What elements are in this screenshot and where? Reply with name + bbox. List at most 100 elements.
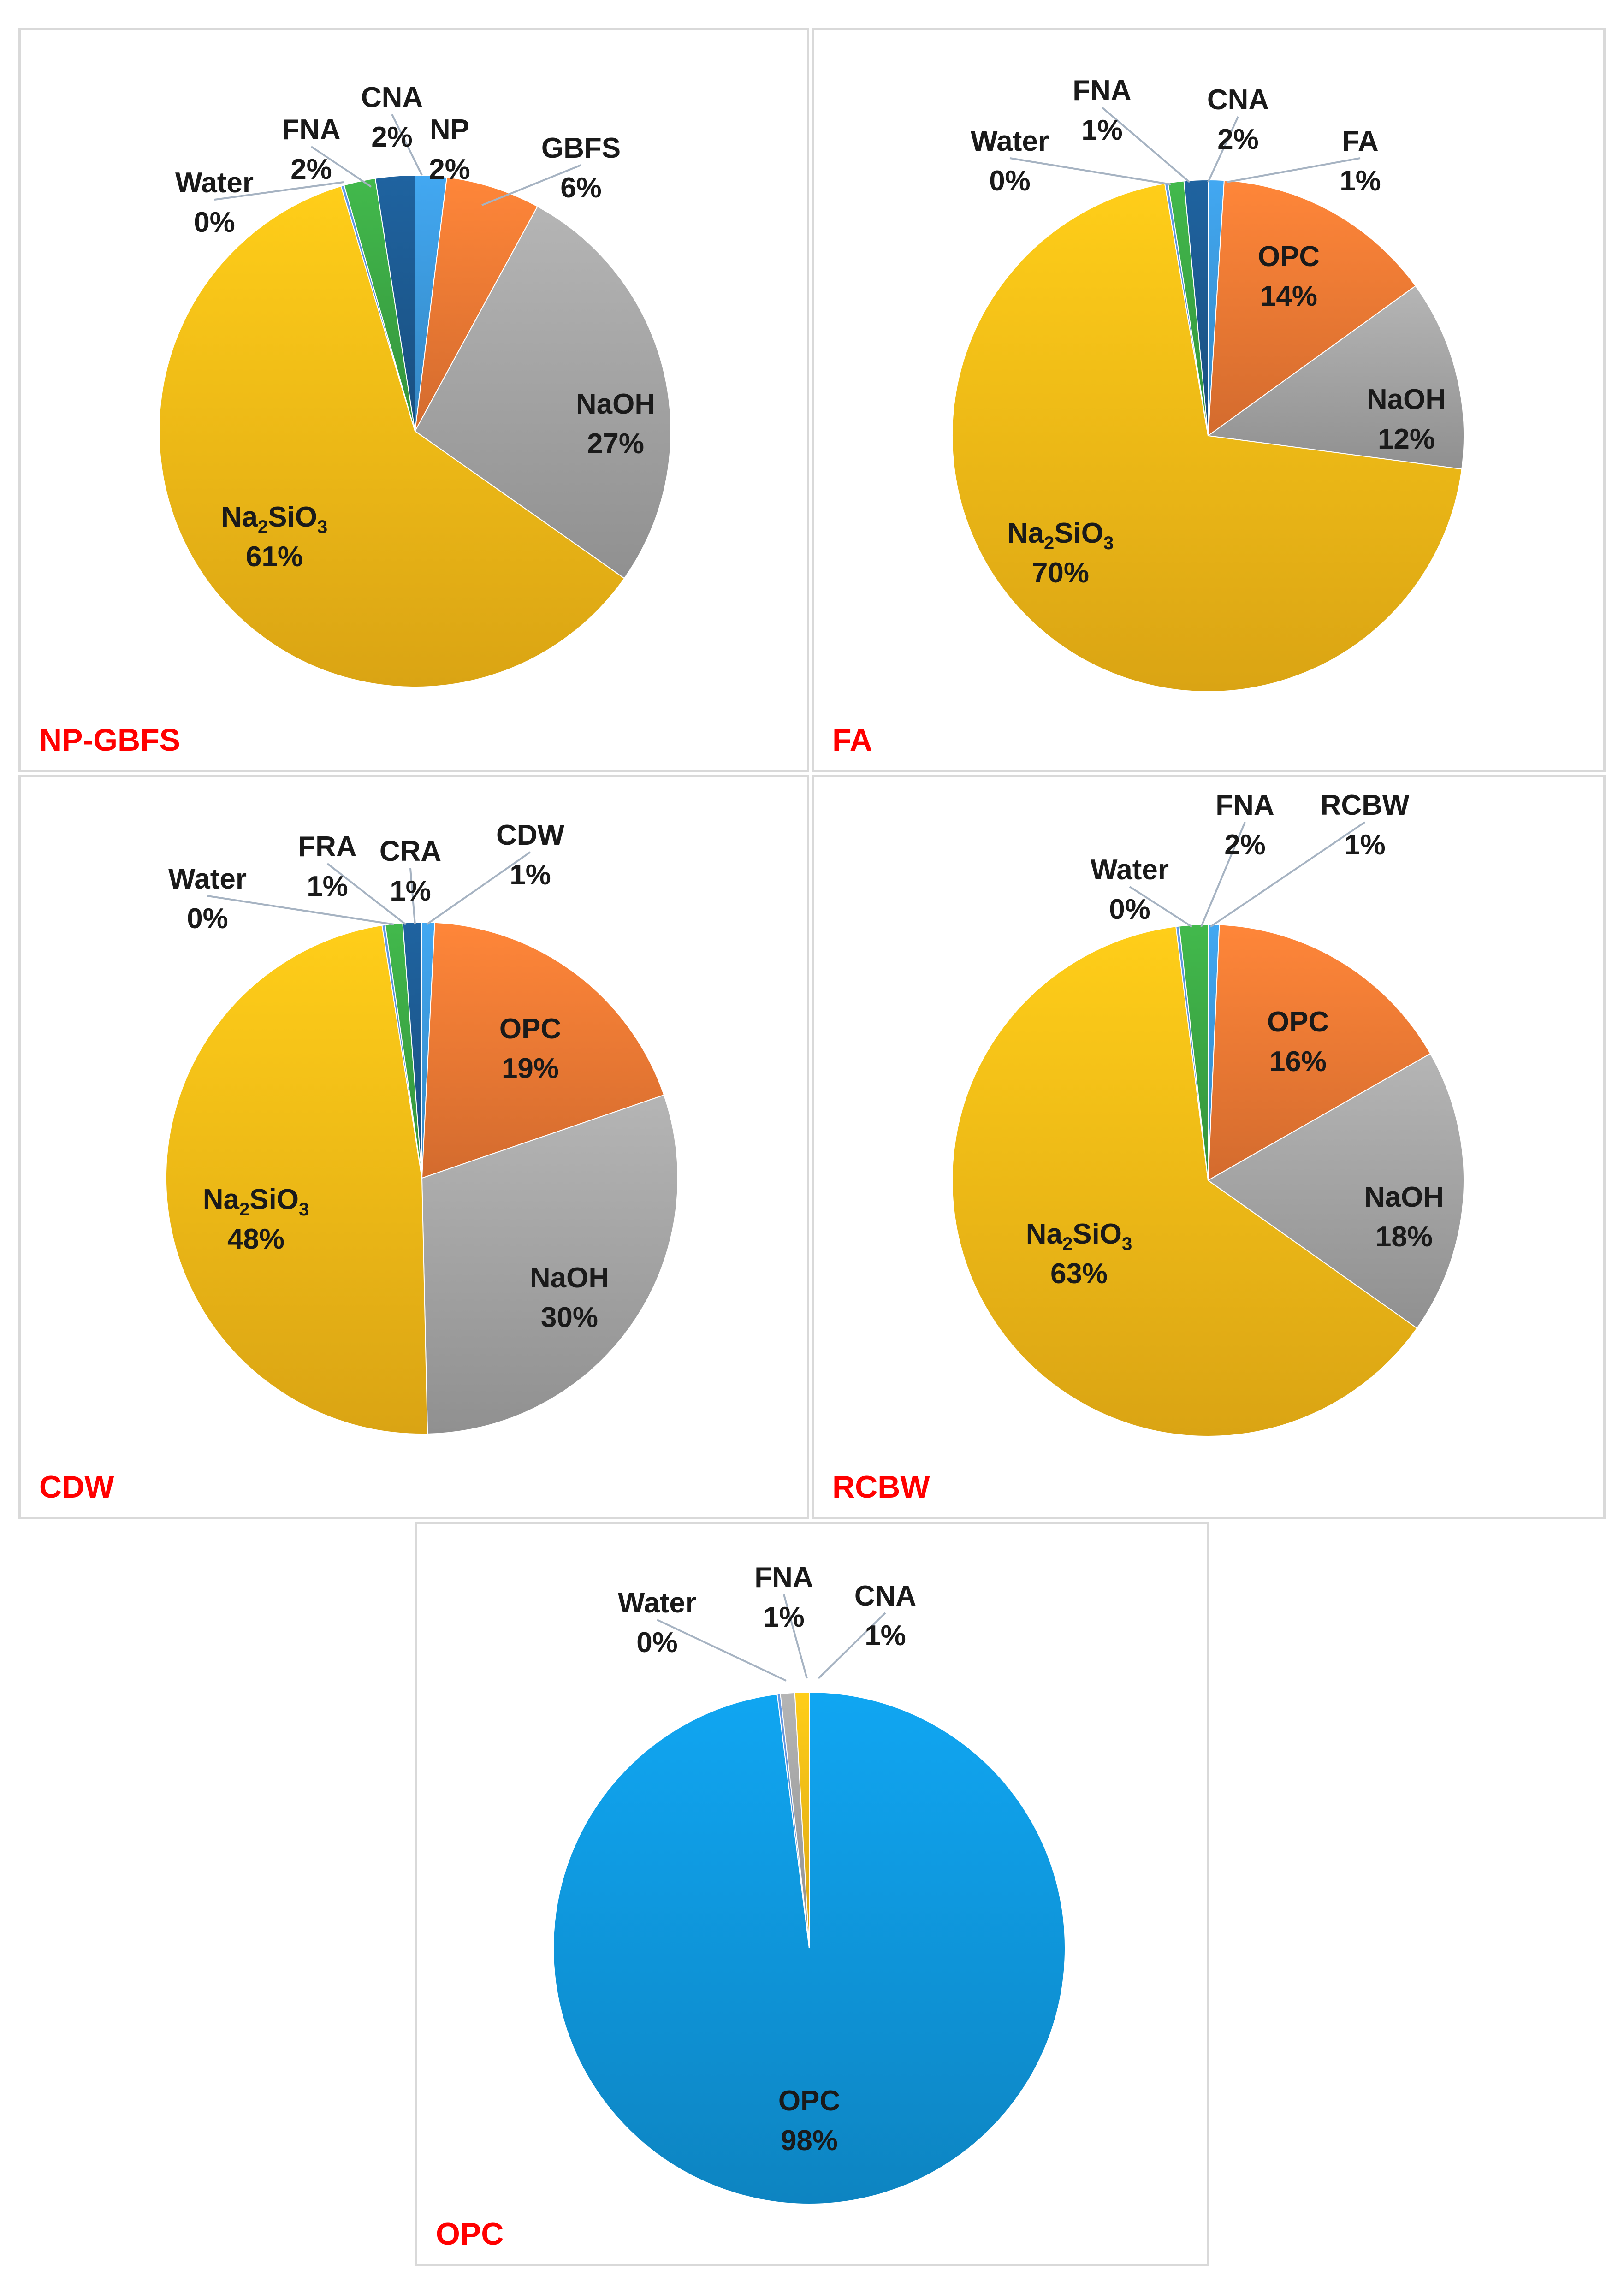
slice-label: NP [430, 114, 469, 146]
slice-percent-label: 1% [865, 1620, 906, 1652]
pie-panel-cdw: CDW 1% OPC 19% NaOH 30% Na2SiO3 48% Water 0% FRA 1%… [18, 775, 809, 1519]
pie-slice-cna [794, 1691, 810, 1949]
pie-slice-naoh [1207, 1053, 1464, 1329]
slice-percent-label: 19% [502, 1053, 559, 1084]
pie-slice-naoh [414, 206, 671, 579]
slice-percent-label: 16% [1269, 1046, 1327, 1078]
slice-label: FA [1342, 125, 1378, 157]
slice-label: Na2SiO3 [203, 1184, 309, 1220]
leader-line [214, 181, 344, 201]
pie-slice-na2sio3 [952, 926, 1418, 1437]
pie-slice-na2sio3 [166, 924, 428, 1434]
leader-line [1129, 886, 1193, 928]
slice-label: NaOH [530, 1262, 609, 1294]
slice-label: GBFS [541, 132, 621, 164]
slice-percent-label: 61% [246, 541, 303, 573]
slice-label: Water [175, 167, 254, 199]
slice-label: NaOH [1367, 384, 1446, 415]
leader-line [391, 114, 423, 176]
slice-percent-label: 1% [763, 1601, 805, 1633]
slice-label: Water [971, 125, 1049, 157]
slice-label: Water [618, 1587, 696, 1619]
pie-chart-opc: OPC 98% Water 0% FNA 1% CNA 1% [553, 1562, 1066, 2204]
slice-label: RCBW [1321, 789, 1410, 821]
slice-percent-label: 1% [1081, 114, 1123, 146]
leader-line [409, 868, 416, 925]
leader-line [426, 851, 531, 925]
slice-percent-label: 30% [541, 1302, 598, 1333]
slice-percent-label: 48% [227, 1223, 284, 1255]
slice-label: Na2SiO3 [221, 501, 328, 537]
leader-line [207, 895, 395, 925]
leader-line [1209, 821, 1366, 928]
slice-label: FNA [1215, 789, 1274, 821]
pie-chart-rcbw: RCBW 1% OPC 16% NaOH 18% Na2SiO3 63% Water 0% FNA 2… [952, 789, 1464, 1437]
slice-label: FNA [754, 1562, 813, 1594]
leader-line [783, 1594, 808, 1679]
pie-chart-fa: FA 1% OPC 14% NaOH 12% Na2SiO3 70% Water 0% FNA 1% C… [952, 75, 1464, 692]
pie-slice-cna [1183, 179, 1209, 436]
pie-slice-naoh [421, 1094, 678, 1434]
slice-percent-label: 1% [307, 871, 348, 902]
slice-percent-label: 0% [194, 207, 235, 238]
slice-percent-label: 0% [989, 165, 1031, 197]
slice-percent-label: 27% [587, 428, 644, 460]
leader-line [310, 146, 372, 188]
pie-panel-np-gbfs: NP 2% GBFS 6% NaOH 27% Na2SiO3 61% Water 0% FNA 2% C… [18, 28, 809, 772]
slice-percent-label: 0% [636, 1627, 678, 1659]
panel-title: FA [832, 723, 872, 758]
pie-slice-na2sio3 [159, 185, 625, 687]
slice-label: Na2SiO3 [1008, 517, 1114, 553]
slice-percent-label: 2% [429, 154, 470, 185]
slice-percent-label: 12% [1378, 423, 1435, 455]
leader-line [1207, 116, 1239, 183]
leader-line [1200, 822, 1246, 927]
leader-line [818, 1612, 886, 1679]
slice-label: OPC [1258, 241, 1320, 273]
slice-percent-label: 63% [1050, 1258, 1108, 1290]
pie-slice-na2sio3 [952, 183, 1463, 692]
slice-percent-label: 14% [1260, 280, 1317, 312]
pie-slice-opc [1207, 924, 1431, 1181]
slice-percent-label: 18% [1375, 1221, 1433, 1253]
leader-line [1009, 157, 1172, 185]
slice-label: CNA [1207, 84, 1269, 116]
leader-line [326, 863, 407, 925]
slice-label: Water [1091, 854, 1169, 886]
slice-percent-label: 98% [781, 2125, 838, 2157]
slice-label: Water [168, 863, 247, 895]
pie-panel-rcbw: RCBW 1% OPC 16% NaOH 18% Na2SiO3 63% Water 0% FNA 2… [812, 775, 1606, 1519]
leader-line [1226, 157, 1361, 183]
slice-label: FRA [298, 831, 356, 863]
slice-label: NaOH [1364, 1181, 1444, 1213]
pie-slice-opc [1207, 180, 1417, 437]
slice-percent-label: 70% [1032, 557, 1089, 589]
leader-line [481, 164, 581, 206]
slice-percent-label: 0% [187, 903, 228, 935]
leader-line [1101, 107, 1191, 183]
pie-slice-opc [421, 922, 665, 1179]
slice-percent-label: 2% [371, 121, 413, 153]
slice-label: OPC [499, 1013, 561, 1045]
slice-percent-label: 6% [560, 172, 602, 204]
slice-percent-label: 2% [1217, 124, 1259, 155]
slice-label: CNA [361, 82, 423, 113]
pie-chart-np-gbfs: NP 2% GBFS 6% NaOH 27% Na2SiO3 61% Water 0% FNA 2% C… [159, 82, 671, 687]
pie-panel-fa: FA 1% OPC 14% NaOH 12% Na2SiO3 70% Water 0% FNA 1% C… [812, 28, 1606, 772]
pie-slice-cna [374, 174, 415, 432]
slice-percent-label: 1% [390, 875, 431, 907]
slice-label: Na2SiO3 [1026, 1218, 1132, 1254]
panel-title: CDW [39, 1469, 114, 1505]
panel-title: OPC [436, 2216, 504, 2251]
pie-slice-gbfs [415, 177, 539, 432]
pie-panel-opc: OPC 98% Water 0% FNA 1% CNA 1% OPC [415, 1522, 1209, 2266]
slice-label: OPC [778, 2085, 840, 2117]
slice-label: FNA [1073, 75, 1131, 107]
slice-percent-label: 1% [1344, 829, 1386, 861]
slice-label: CDW [496, 819, 565, 851]
slice-percent-label: 0% [1109, 894, 1150, 925]
leader-line [657, 1619, 787, 1682]
panel-title: RCBW [832, 1469, 930, 1505]
slice-percent-label: 1% [510, 859, 551, 891]
